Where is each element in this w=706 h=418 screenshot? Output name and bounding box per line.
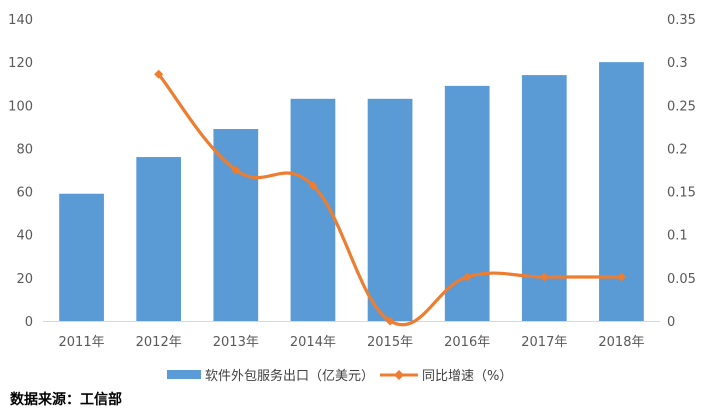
left-tick-label: 20 (16, 272, 33, 287)
right-tick-label: 0.1 (667, 229, 688, 244)
legend-bar-swatch (167, 370, 201, 379)
left-tick-label: 100 (8, 99, 33, 114)
line-point (154, 69, 164, 79)
bar (444, 85, 490, 321)
left-axis-ticks: 0 20 40 60 80 100 120 140 (8, 13, 33, 330)
legend-line-label: 同比增速（%） (422, 369, 512, 384)
bar (290, 98, 336, 321)
source-note: 数据来源：工信部 (10, 392, 122, 408)
left-tick-label: 40 (16, 229, 33, 244)
category-label: 2015年 (367, 335, 413, 350)
bar (367, 98, 413, 321)
left-tick-label: 80 (16, 142, 33, 157)
bar (136, 157, 182, 321)
left-tick-label: 60 (16, 186, 33, 201)
category-label: 2013年 (213, 335, 259, 350)
bar (59, 193, 104, 321)
right-tick-label: 0.15 (667, 186, 696, 201)
right-tick-label: 0.05 (667, 272, 696, 287)
category-label: 2011年 (59, 335, 105, 350)
line-point (385, 316, 395, 326)
line-point (308, 181, 318, 191)
x-axis-ticks: 2011年 2012年 2013年 2014年 2015年 2016年 2017年 2018年 (59, 335, 645, 350)
category-label: 2014年 (290, 335, 336, 350)
bar-series (59, 62, 644, 322)
bar (599, 62, 644, 322)
line-point (616, 272, 626, 282)
line-point (539, 272, 549, 282)
right-axis-ticks: 0 0.05 0.1 0.15 0.2 0.25 0.3 0.35 (667, 13, 696, 330)
bar (521, 75, 567, 321)
right-tick-label: 0 (667, 315, 675, 330)
legend-bar-label: 软件外包服务出口（亿美元） (205, 368, 374, 384)
left-tick-label: 0 (25, 315, 33, 330)
line-point (231, 165, 241, 175)
category-label: 2017年 (521, 335, 567, 350)
right-tick-label: 0.35 (667, 13, 696, 28)
legend: 软件外包服务出口（亿美元） 同比增速（%） (167, 368, 512, 384)
category-label: 2018年 (598, 335, 644, 350)
right-tick-label: 0.25 (667, 99, 696, 114)
line-point (462, 272, 472, 282)
right-tick-label: 0.3 (667, 56, 688, 71)
left-tick-label: 140 (8, 13, 33, 28)
left-tick-label: 120 (8, 56, 33, 71)
legend-line-marker (394, 370, 404, 380)
line-series (154, 69, 626, 327)
bar (213, 129, 259, 321)
category-label: 2012年 (136, 335, 182, 350)
right-tick-label: 0.2 (667, 142, 688, 157)
category-label: 2016年 (444, 335, 490, 350)
